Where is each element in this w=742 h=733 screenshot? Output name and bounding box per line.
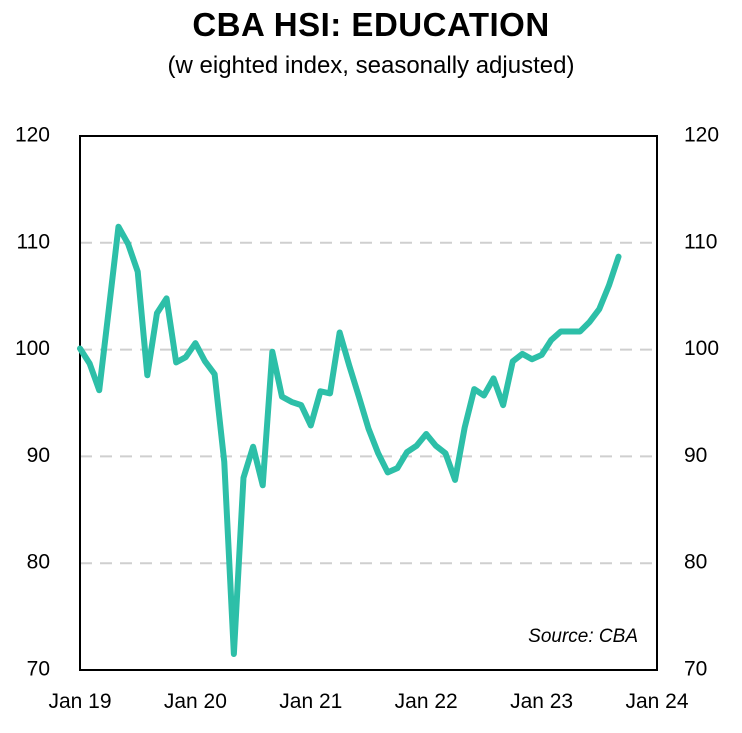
y-tick-right-120: 120 xyxy=(684,124,719,147)
y-axis-right: 120 110 100 90 80 70 xyxy=(684,124,719,681)
y-axis-left: 120 110 100 90 80 70 xyxy=(15,124,50,681)
y-tick-right-70: 70 xyxy=(684,658,707,681)
y-tick-left-70: 70 xyxy=(27,658,50,681)
chart-subtitle: (w eighted index, seasonally adjusted) xyxy=(167,52,575,79)
x-tick-jan-22: Jan 22 xyxy=(395,690,458,713)
y-tick-left-110: 110 xyxy=(17,230,50,253)
source-note: Source: CBA xyxy=(528,626,638,647)
y-tick-left-100: 100 xyxy=(15,337,50,360)
y-tick-right-100: 100 xyxy=(684,337,719,360)
y-tick-right-90: 90 xyxy=(684,444,707,467)
x-tick-jan-20: Jan 20 xyxy=(164,690,227,713)
plot-area-frame xyxy=(79,135,658,671)
gridlines xyxy=(80,241,657,565)
x-tick-jan-19: Jan 19 xyxy=(48,690,111,713)
chart-title: CBA HSI: EDUCATION xyxy=(192,6,550,43)
y-tick-right-110: 110 xyxy=(684,230,717,253)
x-tick-jan-24: Jan 24 xyxy=(625,690,688,713)
x-tick-jan-21: Jan 21 xyxy=(279,690,342,713)
y-tick-left-90: 90 xyxy=(27,444,50,467)
y-tick-left-80: 80 xyxy=(27,551,50,574)
series-line xyxy=(77,223,622,657)
y-tick-right-80: 80 xyxy=(684,551,707,574)
y-tick-left-120: 120 xyxy=(15,124,50,147)
x-axis: Jan 19 Jan 20 Jan 21 Jan 22 Jan 23 Jan 24 xyxy=(48,690,688,713)
x-tick-jan-23: Jan 23 xyxy=(510,690,573,713)
